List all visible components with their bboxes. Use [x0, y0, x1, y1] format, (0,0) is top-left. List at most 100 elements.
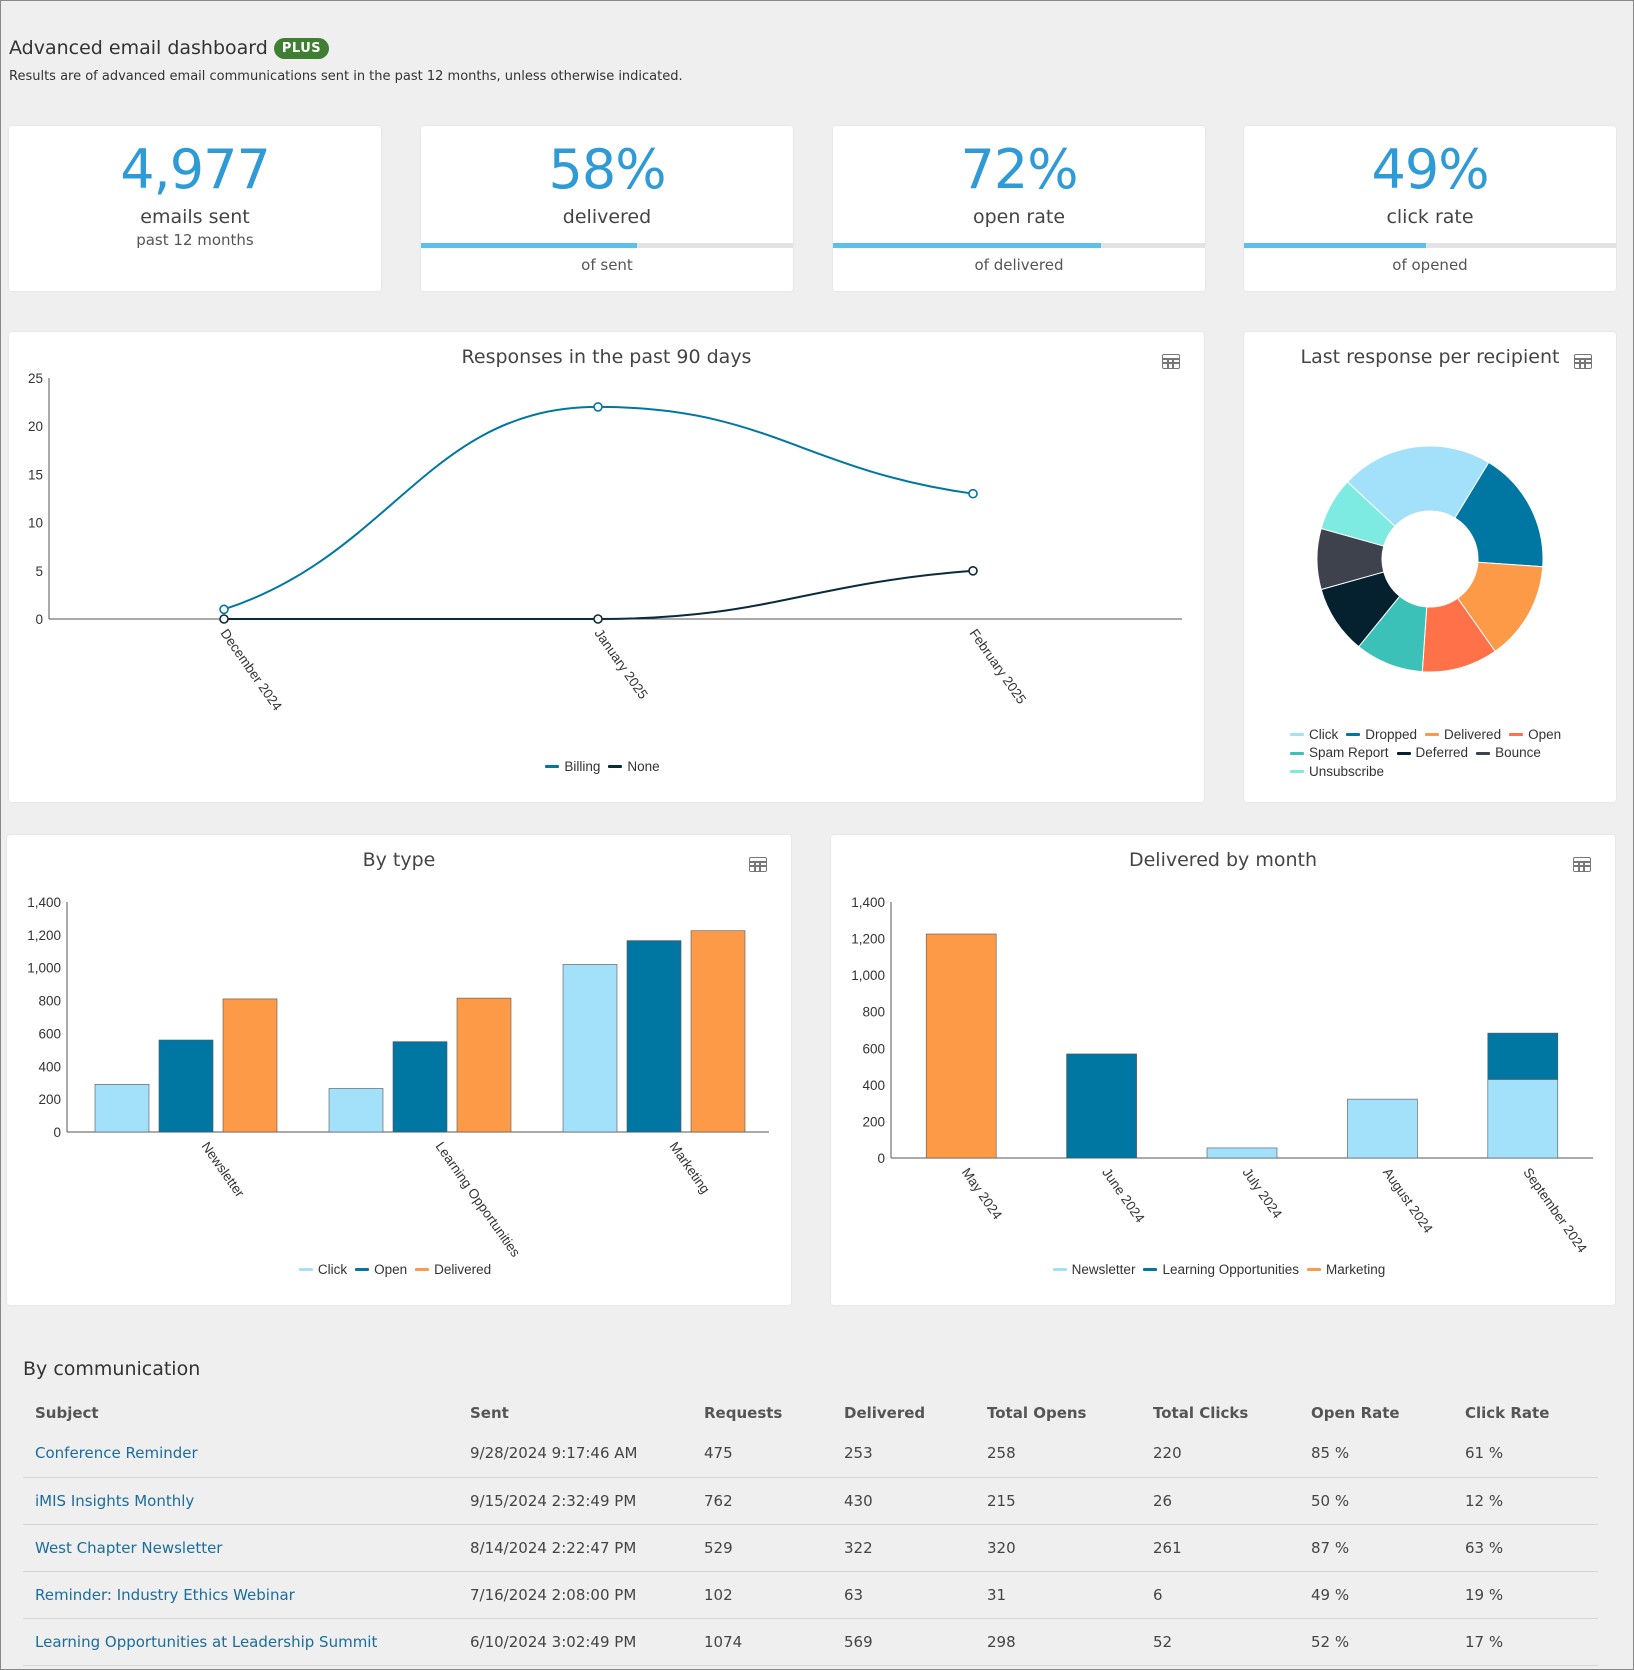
- legend-swatch: [298, 1268, 313, 1271]
- column-header-open-rate[interactable]: Open Rate: [1311, 1404, 1400, 1422]
- data-point-billing: [968, 488, 978, 499]
- table-cell-click-rate: 17 %: [1453, 1618, 1598, 1666]
- legend-item-dropped[interactable]: Dropped: [1346, 727, 1417, 743]
- column-header-total-clicks[interactable]: Total Clicks: [1153, 1404, 1249, 1422]
- table-cell-requests: 762: [692, 1477, 832, 1525]
- table-row: iMIS Insights Monthly 9/15/2024 2:32:49 P…: [23, 1477, 1598, 1525]
- legend-item-open[interactable]: Open: [355, 1262, 407, 1277]
- legend-label: Learning Opportunities: [1162, 1262, 1300, 1277]
- y-tick-label: 200: [862, 1114, 885, 1129]
- column-header-delivered[interactable]: Delivered: [844, 1404, 926, 1422]
- table-cell-delivered: 253: [832, 1430, 975, 1478]
- x-tick-label: June 2024: [1099, 1165, 1148, 1226]
- table-cell-click-rate: 12 %: [1453, 1477, 1598, 1525]
- table-icon[interactable]: [1574, 354, 1592, 369]
- legend-item-deferred[interactable]: Deferred: [1396, 745, 1469, 761]
- table-icon[interactable]: [1162, 354, 1180, 369]
- responses-chart-card: Responses in the past 90 days 0 5 10 15 20 25…: [9, 332, 1204, 802]
- last-response-chart-card: Last response per recipient Click Dropped…: [1244, 332, 1616, 802]
- legend-label: Marketing: [1326, 1262, 1386, 1277]
- bar-learning-opportunities-september-2024: [1487, 1032, 1559, 1080]
- table-cell-sent: 6/10/2024 3:02:49 PM: [458, 1618, 692, 1666]
- y-tick-label: 600: [862, 1041, 885, 1056]
- page-title: Advanced email dashboard PLUS: [9, 37, 330, 59]
- x-tick-label: Marketing: [667, 1139, 713, 1196]
- legend-swatch: [415, 1268, 430, 1271]
- column-header-subject[interactable]: Subject: [35, 1404, 99, 1422]
- bar-delivered-learning-opportunities: [456, 997, 512, 1133]
- x-tick-label: August 2024: [1380, 1165, 1436, 1236]
- legend-item-unsubscribe[interactable]: Unsubscribe: [1290, 764, 1384, 780]
- kpi-sub: past 12 months: [136, 231, 254, 249]
- table-cell-delivered: 63: [832, 1571, 975, 1619]
- bar-click-newsletter: [94, 1084, 150, 1133]
- table-cell-open-rate: 52 %: [1299, 1618, 1453, 1666]
- y-tick-label: 25: [28, 371, 43, 386]
- kpi-progress-fill: [1244, 243, 1427, 248]
- legend-item-newsletter[interactable]: Newsletter: [1052, 1262, 1135, 1277]
- y-tick-label: 0: [35, 612, 43, 627]
- bar-marketing-may-2024: [925, 933, 997, 1159]
- kpi-label: click rate: [1386, 206, 1474, 228]
- legend-label: Open: [1528, 726, 1562, 742]
- table-row: Conference Reminder 9/28/2024 9:17:46 AM 4…: [23, 1430, 1598, 1478]
- kpi-card-emails-sent: 4,977 emails sent past 12 months: [9, 126, 381, 291]
- kpi-sub: of delivered: [974, 256, 1064, 274]
- legend-item-learning-opportunities[interactable]: Learning Opportunities: [1143, 1262, 1299, 1277]
- legend-swatch: [1425, 733, 1440, 736]
- legend-item-click[interactable]: Click: [1290, 727, 1338, 743]
- legend-label: Delivered: [434, 1262, 492, 1277]
- chart-title: Responses in the past 90 days: [461, 346, 752, 368]
- legend-item-click[interactable]: Click: [298, 1262, 347, 1277]
- by-type-chart-card: By type 0 200 400 600 800 1,000 1,200 1,400 News…: [7, 835, 791, 1305]
- table-cell-requests: 475: [692, 1430, 832, 1478]
- y-tick-label: 5: [35, 564, 43, 579]
- communication-subject-link[interactable]: iMIS Insights Monthly: [23, 1477, 458, 1525]
- legend-label: Deferred: [1415, 745, 1469, 760]
- table-cell-sent: 9/15/2024 2:32:49 PM: [458, 1477, 692, 1525]
- legend-item-none[interactable]: None: [608, 759, 660, 774]
- table-cell-total-opens: 320: [975, 1524, 1141, 1572]
- communication-subject-link[interactable]: Conference Reminder: [23, 1430, 458, 1478]
- bar-open-newsletter: [158, 1039, 214, 1133]
- column-header-sent[interactable]: Sent: [470, 1404, 509, 1422]
- bar-delivered-newsletter: [222, 998, 278, 1133]
- communication-subject-link[interactable]: Learning Opportunities at Leadership Sum…: [23, 1618, 458, 1666]
- legend-item-marketing[interactable]: Marketing: [1307, 1262, 1385, 1277]
- legend-swatch: [1346, 733, 1361, 736]
- data-point-billing: [219, 604, 229, 615]
- column-header-total-opens[interactable]: Total Opens: [987, 1404, 1087, 1422]
- bar-newsletter-september-2024: [1487, 1079, 1559, 1159]
- table-icon[interactable]: [749, 857, 767, 872]
- chart-title: By type: [362, 849, 436, 871]
- table-cell-requests: 102: [692, 1571, 832, 1619]
- page-subtitle: Results are of advanced email communicat…: [9, 69, 683, 84]
- x-tick-label: February 2025: [967, 626, 1030, 707]
- legend-item-open[interactable]: Open: [1509, 727, 1561, 743]
- x-tick-label: Newsletter: [199, 1139, 248, 1200]
- column-header-requests[interactable]: Requests: [704, 1404, 783, 1422]
- y-tick-label: 20: [28, 419, 43, 434]
- bar-open-marketing: [626, 940, 682, 1133]
- y-tick-label: 200: [38, 1092, 61, 1107]
- legend-item-delivered[interactable]: Delivered: [1425, 727, 1501, 743]
- table-cell-open-rate: 87 %: [1299, 1524, 1453, 1572]
- legend-item-bounce[interactable]: Bounce: [1476, 745, 1541, 761]
- table-cell-sent: 7/16/2024 2:08:00 PM: [458, 1571, 692, 1619]
- pie-slice-unsubscribe: [1320, 481, 1396, 547]
- legend-item-spam-report[interactable]: Spam Report: [1290, 745, 1389, 761]
- kpi-progress-bar: [1244, 243, 1616, 248]
- table-row: West Chapter Newsletter 8/14/2024 2:22:47…: [23, 1524, 1598, 1572]
- y-tick-label: 600: [38, 1026, 61, 1041]
- table-cell-click-rate: 61 %: [1453, 1430, 1598, 1478]
- communication-subject-link[interactable]: Reminder: Industry Ethics Webinar: [23, 1571, 458, 1619]
- table-cell-total-opens: 298: [975, 1618, 1141, 1666]
- communication-subject-link[interactable]: West Chapter Newsletter: [23, 1524, 458, 1572]
- table-row: Reminder: Industry Ethics Webinar 7/16/20…: [23, 1571, 1598, 1619]
- kpi-value: 49%: [1371, 138, 1489, 201]
- table-cell-total-clicks: 26: [1141, 1477, 1299, 1525]
- column-header-click-rate[interactable]: Click Rate: [1465, 1404, 1550, 1422]
- table-icon[interactable]: [1573, 857, 1591, 872]
- legend-item-delivered[interactable]: Delivered: [415, 1262, 491, 1277]
- legend-item-billing[interactable]: Billing: [545, 759, 600, 774]
